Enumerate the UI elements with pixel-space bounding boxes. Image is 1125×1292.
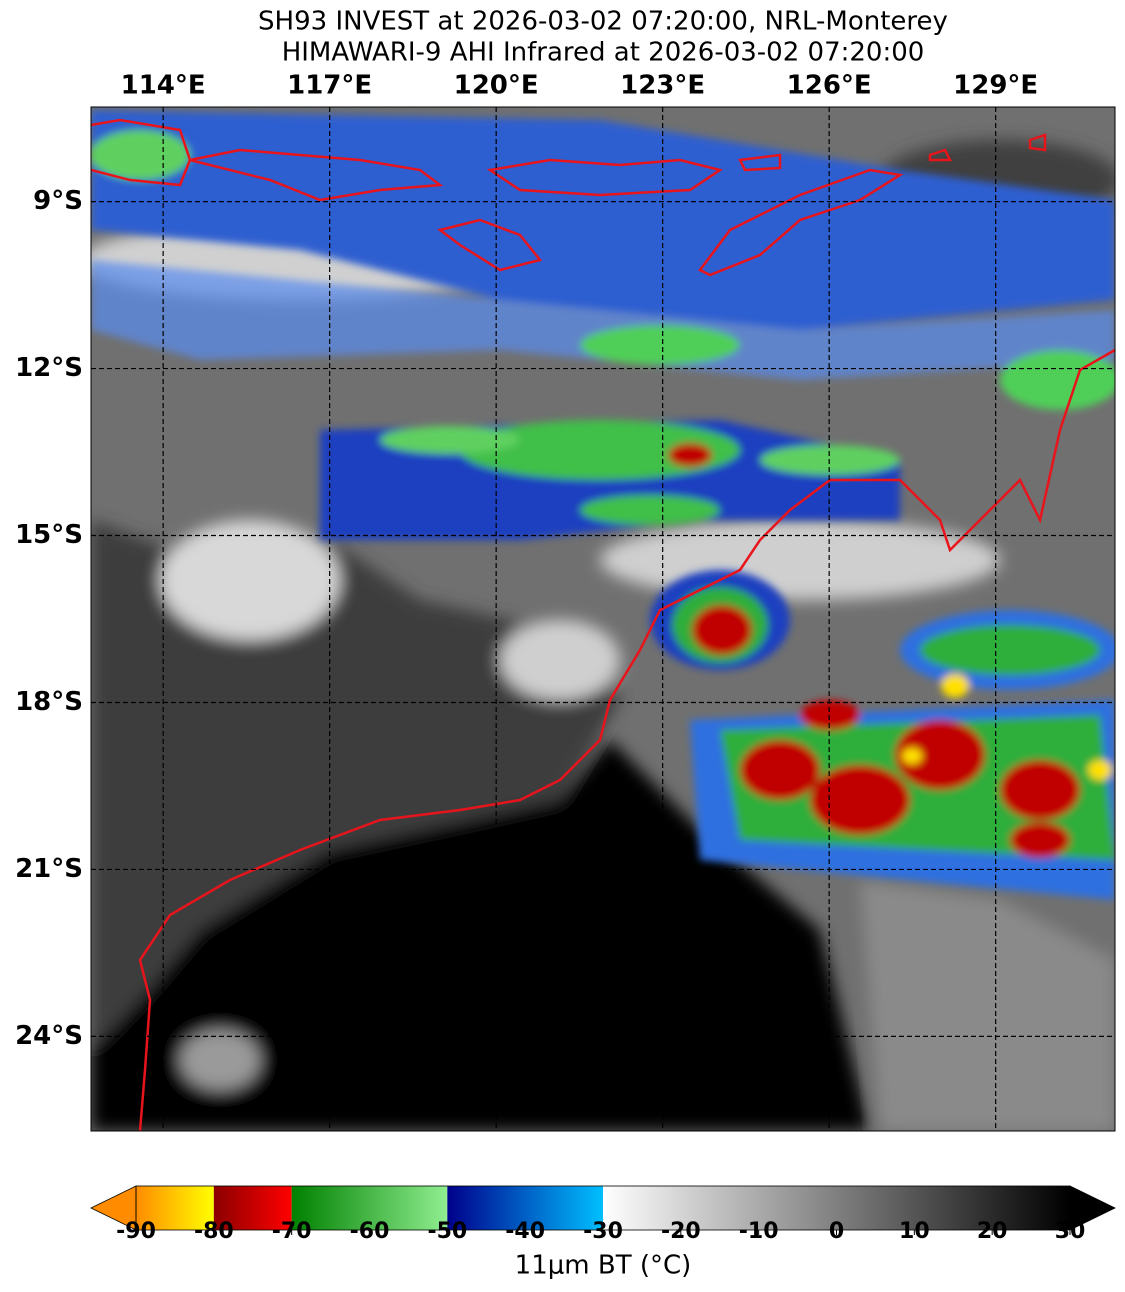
lon-tick-label: 120°E	[454, 71, 539, 101]
map-frame	[90, 106, 1116, 1132]
lat-tick-label: 9°S	[33, 186, 83, 216]
colorbar-tick-label: -70	[272, 1219, 312, 1244]
colorbar-segment	[603, 1186, 1070, 1230]
colorbar-tick-label: -20	[661, 1219, 701, 1244]
colorbar-segment	[291, 1186, 448, 1230]
title-line: HIMAWARI-9 AHI Infrared at 2026-03-02 07…	[282, 38, 925, 68]
graticule: 114°E 117°E 120°E 123°E 126°E 129°E 9°S 12°S 15°…	[15, 71, 1115, 1131]
colorbar-tick-label: 20	[977, 1219, 1008, 1244]
lon-tick-label: 129°E	[953, 71, 1038, 101]
satellite-image	[91, 107, 1115, 1131]
colorbar-tick-label: -40	[505, 1219, 545, 1244]
colorbar-tick-label: 0	[829, 1219, 844, 1244]
lon-tick-label: 114°E	[121, 71, 206, 101]
colorbar-tick-label: -50	[427, 1219, 467, 1244]
lat-tick-label: 12°S	[15, 353, 83, 383]
title-line: SH93 INVEST at 2026-03-02 07:20:00, NRL-…	[258, 7, 948, 37]
colorbar: -90 -80 -70 -60 -50 -40 -30 -20 -10 0 10 20 30	[90, 1185, 1116, 1244]
colorbar-tick-label: -30	[583, 1219, 623, 1244]
lon-tick-label: 123°E	[620, 71, 705, 101]
lat-tick-label: 24°S	[15, 1021, 83, 1051]
lon-tick-label: 117°E	[287, 71, 372, 101]
colorbar-segment	[136, 1186, 214, 1230]
lat-tick-label: 15°S	[15, 520, 83, 550]
colorbar-segment	[213, 1186, 292, 1230]
lat-tick-label: 21°S	[15, 854, 83, 884]
colorbar-tick-label: -10	[739, 1219, 779, 1244]
colorbar-tick-label: 10	[899, 1219, 930, 1244]
colorbar-tick-label: -80	[194, 1219, 234, 1244]
lat-tick-label: 18°S	[15, 687, 83, 717]
colorbar-label: 11μm BT (°C)	[515, 1251, 692, 1281]
colorbar-segment	[447, 1186, 603, 1230]
colorbar-tick-label: -90	[116, 1219, 156, 1244]
lon-tick-label: 126°E	[787, 71, 872, 101]
coastline	[91, 118, 1115, 1131]
colorbar-tick-label: 30	[1055, 1219, 1086, 1244]
colorbar-tick-label: -60	[350, 1219, 390, 1244]
